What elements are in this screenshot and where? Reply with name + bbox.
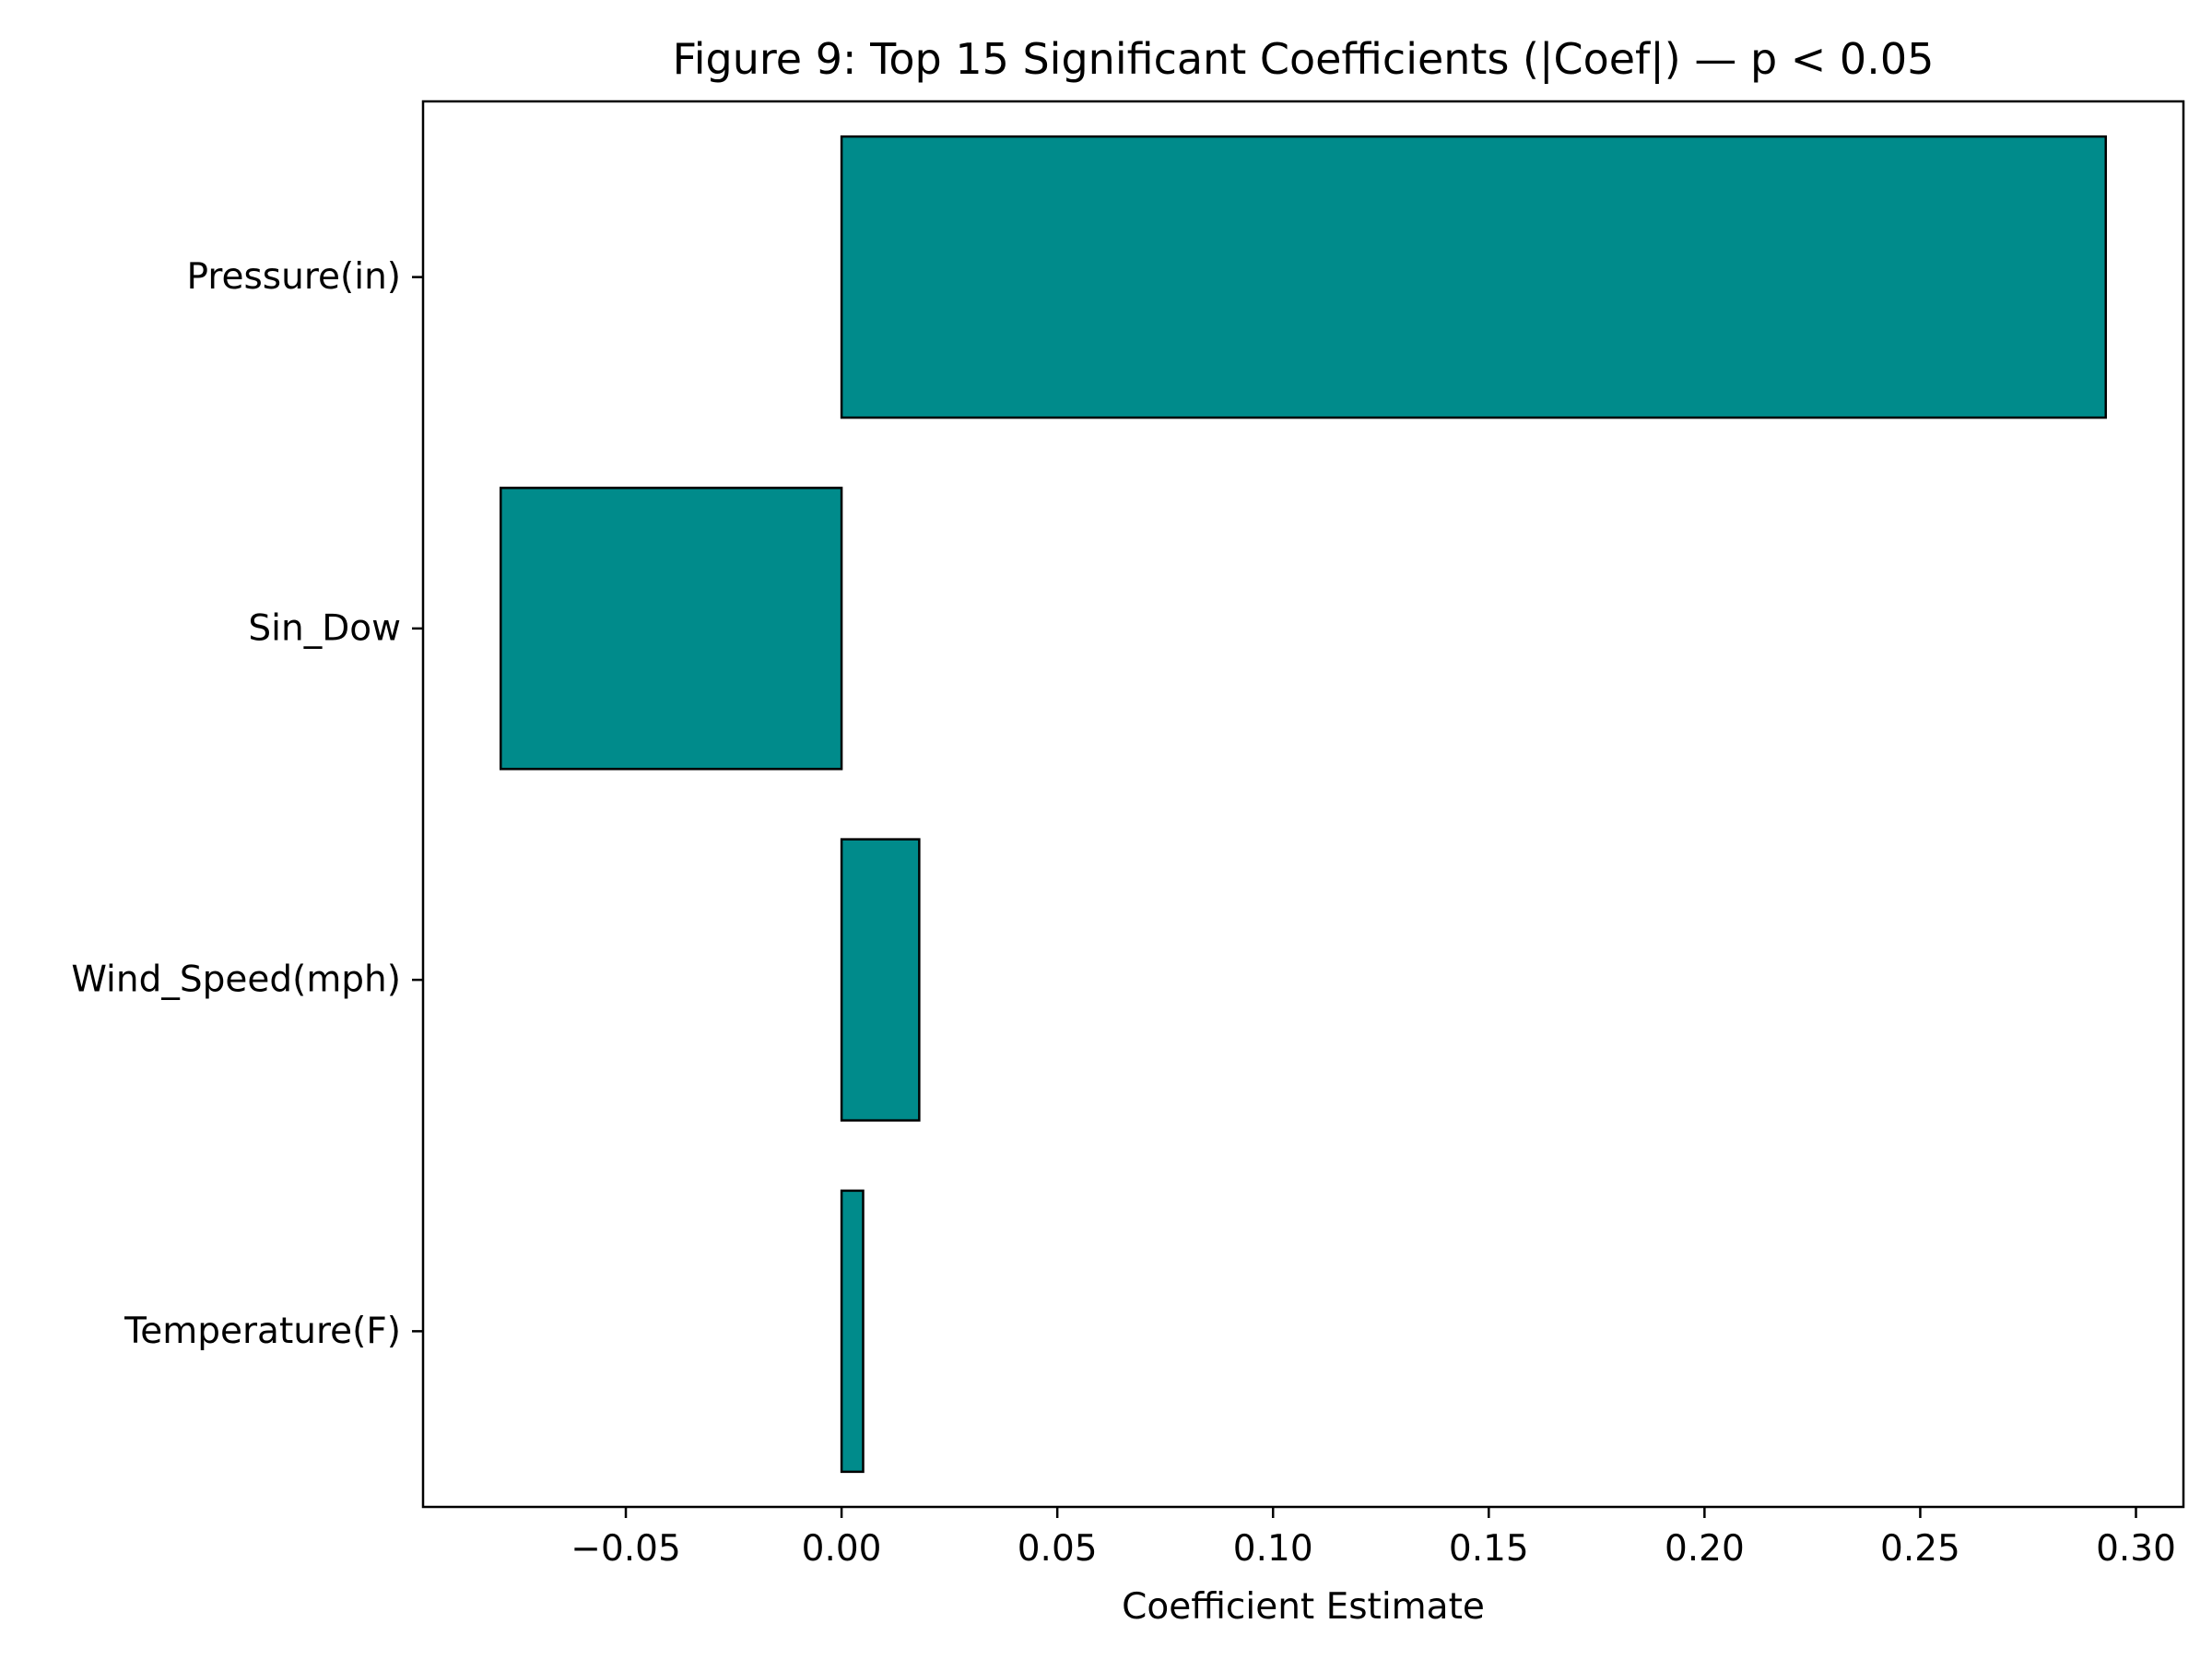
y-tick-label: Wind_Speed(mph) [71,959,401,1001]
bars-layer [500,135,2107,1474]
chart-title: Figure 9: Top 15 Significant Coefficient… [673,34,1935,85]
plot-area-frame [421,100,2185,1509]
x-tick-label: 0.20 [1665,1528,1745,1570]
y-tick-label: Sin_Dow [248,607,401,649]
x-tick-label: 0.05 [1018,1528,1098,1570]
bar-temperature-f [840,1189,865,1474]
bar-wind-speed-mph [840,838,921,1122]
bar-sin-dow [500,487,843,771]
bar-pressure-in [840,135,2107,419]
x-tick-label: 0.25 [1880,1528,1960,1570]
x-axis-label: Coefficient Estimate [1122,1586,1485,1628]
x-tick-label: 0.15 [1449,1528,1529,1570]
x-axis-ticks: −0.05 0.00 0.05 0.10 0.15 0.20 0.25 0.30 [571,1507,2176,1570]
y-tick-label: Temperature(F) [124,1311,401,1352]
x-tick-label: −0.05 [571,1528,681,1570]
x-tick-label: 0.10 [1233,1528,1313,1570]
x-tick-label: 0.30 [2096,1528,2176,1570]
y-axis-ticks: Pressure(in) Sin_Dow Wind_Speed(mph) Temper… [71,256,423,1352]
x-tick-label: 0.00 [802,1528,882,1570]
y-tick-label: Pressure(in) [186,256,401,298]
